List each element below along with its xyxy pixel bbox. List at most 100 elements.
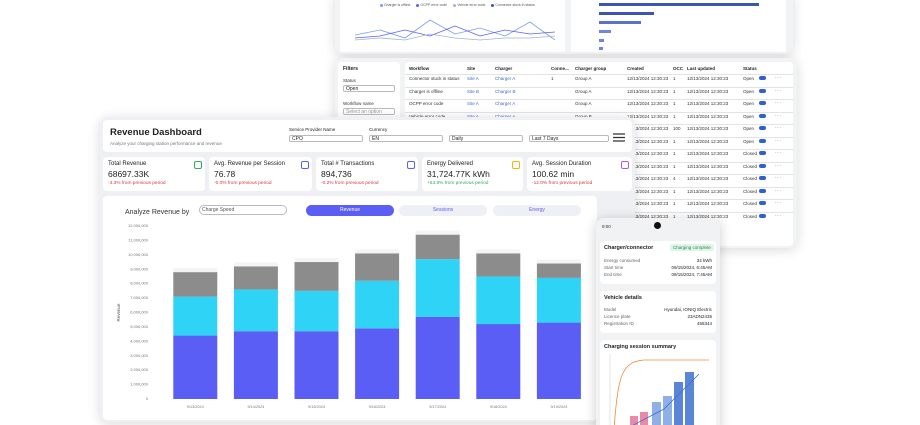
kpi-icon xyxy=(621,161,629,169)
x-tick-label: 9/13/2024 xyxy=(187,405,204,409)
row-menu[interactable]: ··· xyxy=(775,187,782,194)
kpi-icon xyxy=(194,161,202,169)
status-toggle[interactable] xyxy=(759,176,766,180)
row-menu[interactable]: ··· xyxy=(775,175,782,181)
bar-segment xyxy=(476,324,521,399)
vehicle-card: Vehicle details Model Hyundai, IONIQ Elec… xyxy=(600,291,716,333)
bar-cap xyxy=(233,262,278,267)
bar-segment xyxy=(233,331,278,399)
status-toggle[interactable] xyxy=(759,76,766,80)
status-select[interactable]: Open xyxy=(343,85,395,92)
bar-segment xyxy=(233,266,278,290)
kpi-change: -0.0% from previous period xyxy=(214,181,272,186)
bar-segment xyxy=(294,331,339,399)
filters-title: Filters xyxy=(343,66,359,72)
table-cell: 1 xyxy=(673,163,676,169)
bar-segment xyxy=(233,289,278,332)
table-cell: Open xyxy=(743,138,755,144)
row-menu[interactable]: ··· xyxy=(775,162,782,169)
kpi-icon xyxy=(301,161,309,169)
y-tick-label: 2,000,000 xyxy=(130,367,149,372)
workflow-select[interactable]: Select an option xyxy=(343,108,395,115)
table-cell: Closed xyxy=(743,213,758,219)
row-divider xyxy=(405,99,793,100)
row-menu[interactable]: ··· xyxy=(775,150,782,156)
y-tick-label: 4,000,000 xyxy=(130,338,149,343)
dropdown[interactable]: Charge Speed xyxy=(199,205,287,215)
row-menu[interactable]: ··· xyxy=(775,87,782,94)
row-value: 09/15/2024, 6:45AM xyxy=(671,265,712,270)
table-cell: 12/13/2024 12:30:23 xyxy=(627,201,669,206)
status-toggle[interactable] xyxy=(759,213,766,218)
tab[interactable]: Revenue xyxy=(306,205,394,216)
filter-select[interactable]: Daily xyxy=(449,135,523,142)
table-cell[interactable]: Charger B xyxy=(495,88,516,94)
table-cell: 12/13/2024 12:30:23 xyxy=(627,101,669,106)
status-toggle[interactable] xyxy=(759,126,766,130)
y-tick-label: 6,000,000 xyxy=(130,310,149,315)
status-toggle[interactable] xyxy=(759,88,766,93)
bar xyxy=(599,39,604,42)
column-header: Site xyxy=(467,66,476,71)
bar-segment xyxy=(536,277,581,323)
row-menu[interactable]: ··· xyxy=(775,125,782,131)
status-toggle[interactable] xyxy=(759,163,766,168)
filter-label: Currency xyxy=(369,127,388,132)
status-toggle[interactable] xyxy=(759,188,766,193)
row-menu[interactable]: ··· xyxy=(775,100,782,106)
bar-cap xyxy=(294,258,339,263)
table-cell[interactable]: Site A xyxy=(467,101,479,106)
status-toggle[interactable] xyxy=(759,101,766,105)
row-label: End time xyxy=(604,272,622,277)
row-menu[interactable]: ··· xyxy=(775,200,782,206)
row-menu[interactable]: ··· xyxy=(775,112,782,119)
tab[interactable]: Energy xyxy=(493,205,581,216)
table-cell: Closed xyxy=(743,151,758,156)
y-tick-label: 1,000,000 xyxy=(130,382,149,387)
card-title: Vehicle details xyxy=(604,295,642,301)
tab[interactable]: Sessions xyxy=(399,205,487,216)
table-cell[interactable]: Site A xyxy=(467,113,479,119)
status-toggle[interactable] xyxy=(759,113,766,118)
table-cell: 12/13/2024 12:30:23 xyxy=(687,163,729,169)
status-toggle[interactable] xyxy=(759,201,766,205)
table-cell: Open xyxy=(743,113,755,119)
table-cell[interactable]: Charger A xyxy=(495,76,516,81)
legend: Charger is offline OCPP error code Vehicle… xyxy=(380,3,535,7)
row-divider xyxy=(405,86,793,87)
bar-cap xyxy=(476,249,521,254)
row-menu[interactable]: ··· xyxy=(775,212,782,219)
filter-select[interactable]: CPO xyxy=(289,135,363,142)
bar xyxy=(599,3,759,6)
kpi-change: +53.8% from previous period xyxy=(427,181,489,186)
kpi-value: 31,724.77K kWh xyxy=(427,169,490,179)
kpi-change: -12.0% from previous period xyxy=(532,181,593,186)
status-badge: Charging complete xyxy=(670,244,714,251)
kpi-value: 894,736 xyxy=(321,169,352,179)
connector-card: Charger/connector Charging complete Ener… xyxy=(600,241,716,284)
table-cell[interactable]: Charger A xyxy=(495,101,516,106)
phone: 9:00 Charger/connector Charging complete… xyxy=(596,218,720,425)
mini-bar-chart xyxy=(571,0,786,52)
status-toggle[interactable] xyxy=(759,138,766,143)
filter-select[interactable]: Last 7 Days xyxy=(529,135,609,142)
table-cell[interactable]: Charger A xyxy=(495,113,516,119)
filter-select[interactable]: EN xyxy=(369,135,443,142)
row-value: 34 kWh xyxy=(696,258,712,263)
bar xyxy=(599,12,654,15)
kpi-icon xyxy=(407,161,415,169)
row-menu[interactable]: ··· xyxy=(775,137,782,144)
status-toggle[interactable] xyxy=(759,151,766,155)
dashboard: Revenue Dashboard Analyze your charging … xyxy=(100,117,635,422)
column-header: Charger xyxy=(495,66,513,71)
table-cell[interactable]: Site A xyxy=(467,76,479,81)
table-cell: Vehicle error code xyxy=(409,113,446,119)
row-label: Licence plate xyxy=(604,314,631,319)
table-cell: 12/13/2024 12:30:23 xyxy=(627,188,669,194)
kpi-card: Total Revenue 68697.33K -3.3% from previou… xyxy=(103,157,205,191)
menu-icon[interactable] xyxy=(613,133,625,142)
legend-label: OCPP error code xyxy=(420,3,448,7)
row-menu[interactable]: ··· xyxy=(775,75,782,81)
rows: Model Hyundai, IONIQ Electric Licence plat… xyxy=(600,291,716,333)
table-cell[interactable]: Site B xyxy=(467,88,480,94)
